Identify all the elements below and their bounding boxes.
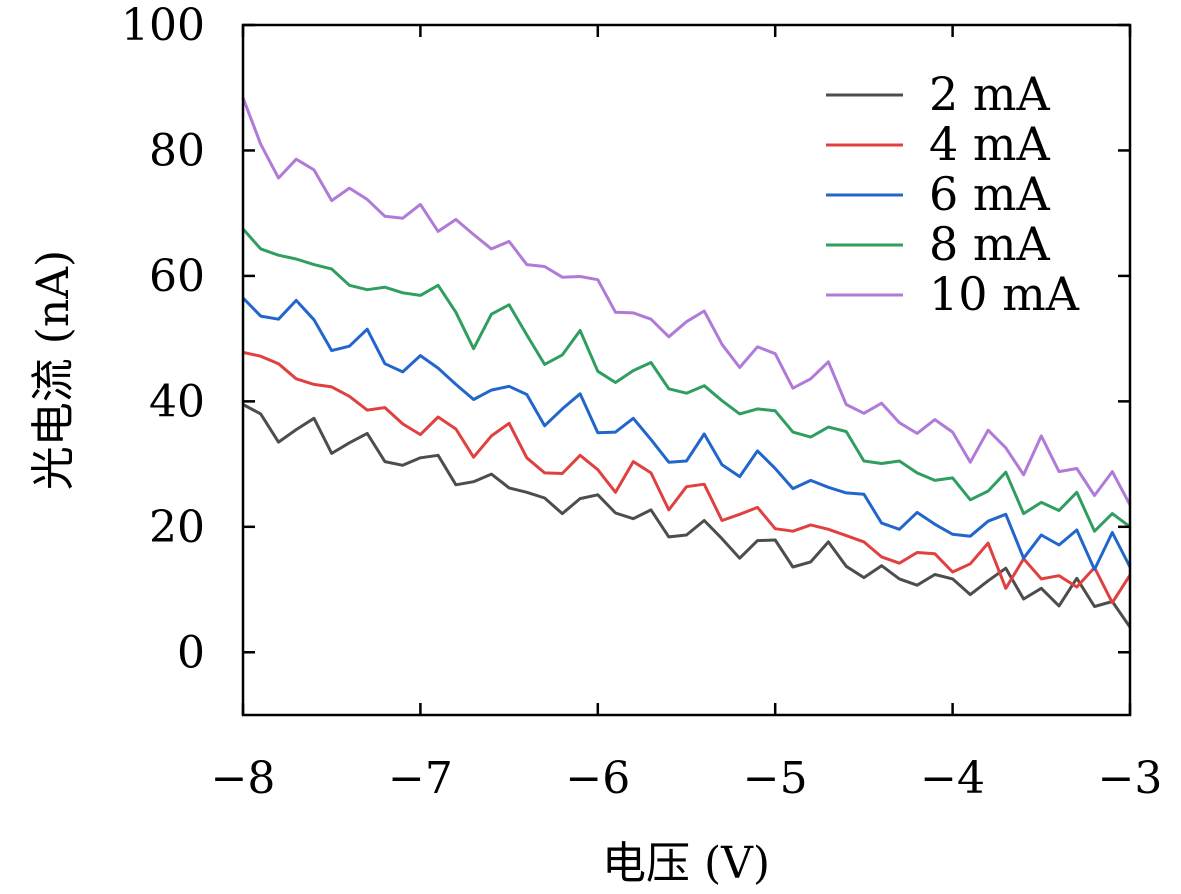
y-tick-label: 20 [149,502,205,553]
y-tick-label: 0 [177,627,205,678]
x-tick-label: −6 [565,753,630,804]
plot-frame [241,23,1132,717]
series-line-1 [242,403,1132,629]
legend-label-2: 4 mA [929,117,1051,171]
x-tick-label: −5 [743,753,808,804]
legend-label-4: 8 mA [929,217,1051,271]
series-line-5 [241,97,1132,506]
y-tick-label: 100 [121,0,205,51]
y-tick-label: 60 [149,251,205,302]
legend-label-5: 10 mA [929,267,1080,321]
series-line-4 [241,227,1131,533]
x-tick-label: −3 [1098,753,1163,804]
legend-label-3: 6 mA [929,167,1051,221]
y-tick-label: 80 [149,125,205,176]
y-tick-label: 40 [149,376,205,427]
x-axis-label: 电压 (V) [602,838,770,889]
x-tick-label: −7 [388,753,453,804]
x-tick-label: −4 [920,753,985,804]
ticks-layer: −8 −7 −6 −5 −4 −3 0 20 40 60 80 100 [121,0,1162,804]
series-layer [241,97,1132,629]
series-line-3 [241,296,1132,571]
x-tick-label: −8 [211,753,276,804]
series-line-2 [242,350,1132,605]
y-axis-label: 光电流 (nA) [28,250,79,490]
legend-label-1: 2 mA [929,67,1051,121]
